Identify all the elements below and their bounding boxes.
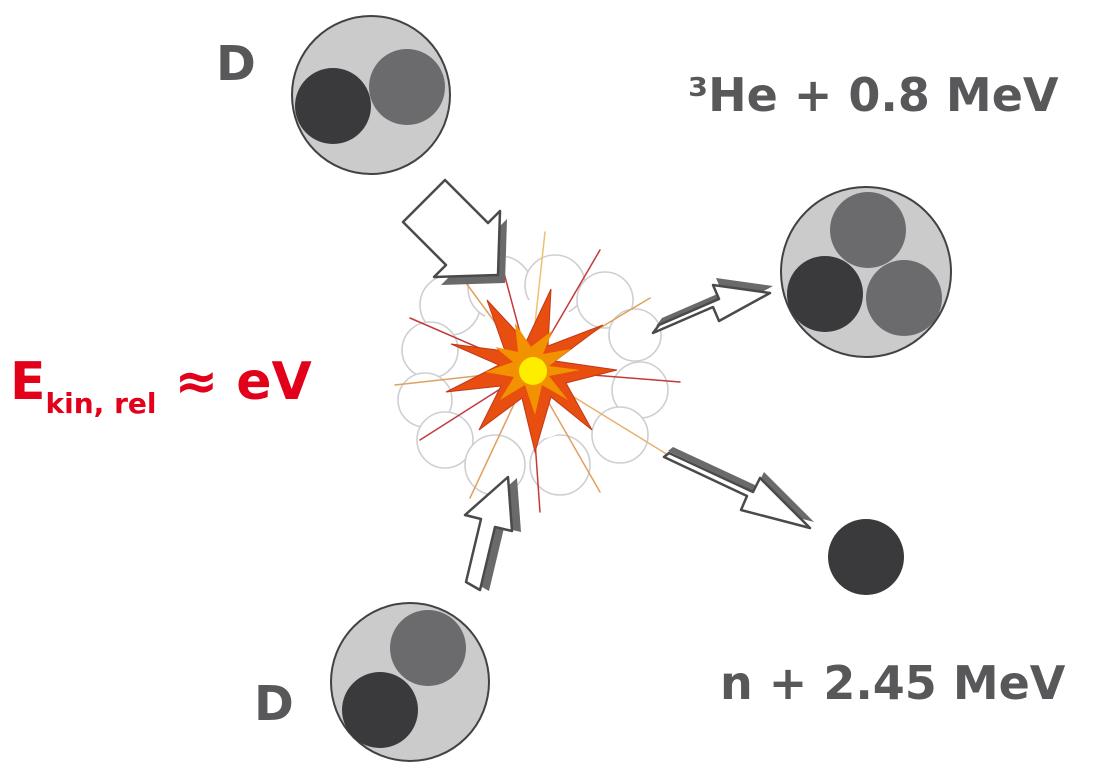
kinetic-energy-label: Ekin, rel ≈ eV [10, 356, 312, 418]
proton-particle [342, 672, 418, 748]
outgoing-arrow-neutron [662, 447, 814, 530]
energy-symbol: E [10, 352, 46, 412]
deuteron-bottom-label: D [254, 676, 294, 732]
helium3-nucleus [780, 186, 952, 358]
incoming-arrow-top [401, 178, 507, 285]
helium3-energy-label: ³He + 0.8 MeV [688, 68, 1059, 122]
neutron-particle [369, 49, 445, 125]
explosion-burst [445, 288, 618, 454]
proton-particle [295, 68, 371, 144]
neutron-particle [390, 610, 466, 686]
deuteron-top [291, 15, 451, 175]
free-neutron [828, 519, 904, 595]
neutron-particle [830, 192, 906, 268]
deuteron-bottom [330, 602, 490, 762]
proton-particle [787, 256, 863, 332]
incoming-arrow-bottom [463, 475, 521, 592]
energy-subscript: kin, rel [45, 387, 157, 420]
deuteron-top-label: D [216, 36, 256, 92]
energy-value: ≈ eV [156, 352, 312, 412]
outgoing-arrow-helium [651, 278, 773, 335]
neutron-particle [866, 260, 942, 336]
neutron-energy-label: n + 2.45 MeV [720, 656, 1066, 710]
